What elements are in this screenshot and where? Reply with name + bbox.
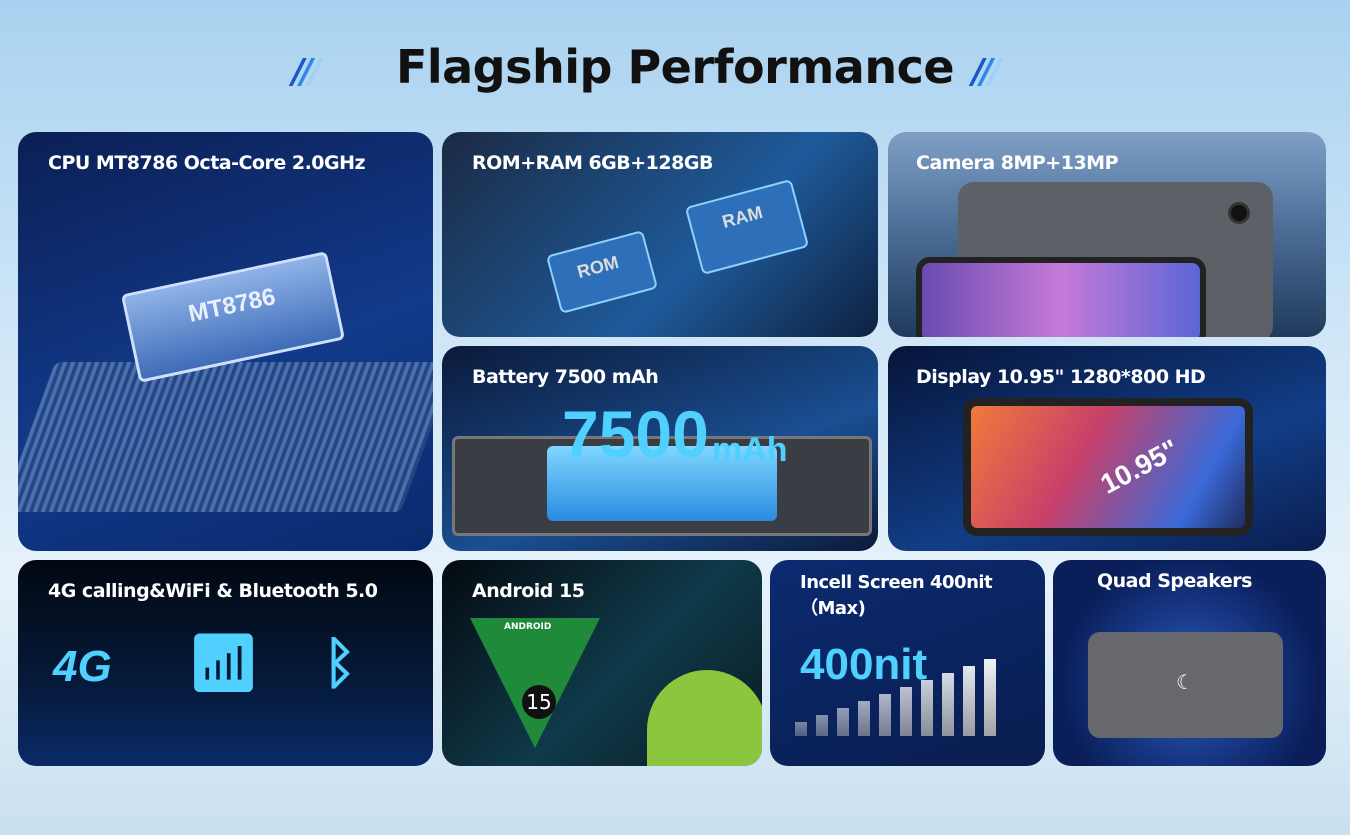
card-label: CPU MT8786 Octa-Core 2.0GHz xyxy=(48,152,366,174)
card-label: 4G calling&WiFi & Bluetooth 5.0 xyxy=(48,580,378,602)
card-label-sub: （Max) xyxy=(800,598,866,619)
brightness-bar xyxy=(837,708,849,736)
android-robot-icon xyxy=(647,670,762,766)
android-15-badge xyxy=(470,618,600,748)
battery-capacity-value: 7500 xyxy=(562,397,709,471)
brightness-bar xyxy=(921,680,933,736)
tablet-screen-image xyxy=(963,398,1253,536)
android-badge-text: ANDROID xyxy=(504,622,552,632)
card-label: Android 15 xyxy=(472,580,585,602)
page-title: Flagship Performance xyxy=(395,40,955,94)
card-label: Quad Speakers xyxy=(1097,570,1252,592)
card-cpu: CPU MT8786 Octa-Core 2.0GHz MT8786 xyxy=(18,132,433,551)
card-label: Battery 7500 mAh xyxy=(472,366,659,388)
cpu-board-image xyxy=(18,362,433,512)
4g-icon: 4G xyxy=(53,642,112,691)
tablet-back-image xyxy=(1088,632,1283,738)
brightness-bar xyxy=(858,701,870,736)
brightness-bar xyxy=(816,715,828,736)
brightness-bar xyxy=(795,722,807,736)
decorative-slashes-right: /// xyxy=(972,52,1001,92)
brightness-value: 400nit xyxy=(800,640,928,689)
card-camera: Camera 8MP+13MP xyxy=(888,132,1326,337)
card-label: ROM+RAM 6GB+128GB xyxy=(472,152,713,174)
battery-capacity-unit: mAh xyxy=(712,431,788,469)
bluetooth-icon: ᛒ xyxy=(323,631,357,694)
card-display: Display 10.95" 1280*800 HD 10.95" xyxy=(888,346,1326,551)
brightness-bar xyxy=(942,673,954,736)
brightness-bar xyxy=(900,687,912,736)
tablet-front-image xyxy=(916,257,1206,337)
brightness-bar xyxy=(879,694,891,736)
camera-lens-icon xyxy=(1228,202,1250,224)
card-memory: ROM+RAM 6GB+128GB ROM RAM xyxy=(442,132,878,337)
brightness-bar xyxy=(984,659,996,736)
card-screen-brightness: Incell Screen 400nit （Max) 400nit xyxy=(770,560,1045,766)
card-battery: Battery 7500 mAh 7500 mAh xyxy=(442,346,878,551)
logo-icon: ☾ xyxy=(1176,670,1194,694)
android-version-text: 15 xyxy=(522,685,556,719)
brightness-bar xyxy=(963,666,975,736)
wifi-icon: 📶︎ xyxy=(188,631,260,694)
card-label: Display 10.95" 1280*800 HD xyxy=(916,366,1206,388)
battery-cells xyxy=(547,446,777,521)
card-speakers: Quad Speakers ☾ xyxy=(1053,560,1326,766)
card-label: Camera 8MP+13MP xyxy=(916,152,1119,174)
card-label: Incell Screen 400nit xyxy=(800,572,993,593)
card-connectivity: 4G calling&WiFi & Bluetooth 5.0 4G 📶︎ ᛒ xyxy=(18,560,433,766)
card-android: Android 15 ANDROID 15 xyxy=(442,560,762,766)
